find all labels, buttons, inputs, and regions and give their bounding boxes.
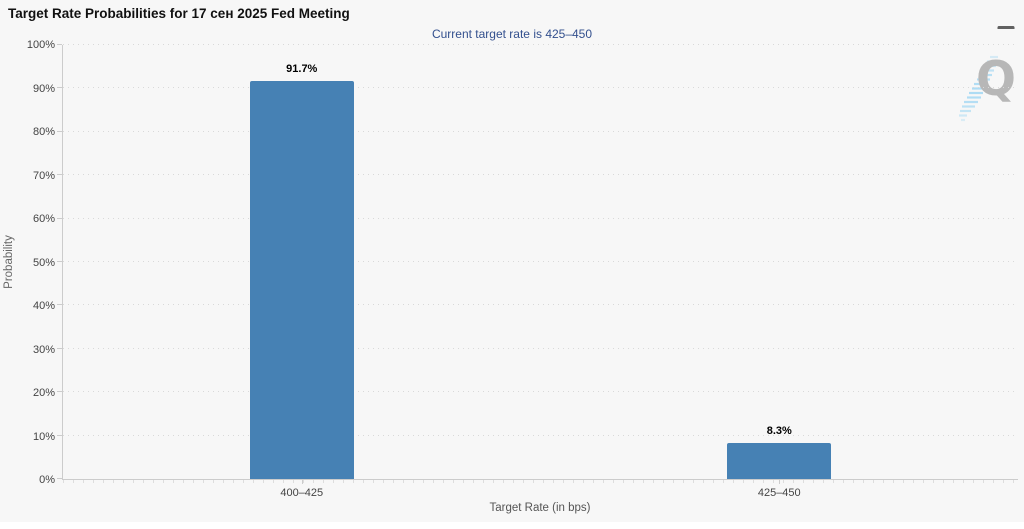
category-slot: 91.7% 400–425: [63, 45, 541, 499]
y-axis-tick: [57, 44, 62, 45]
gridline: [63, 434, 1018, 436]
context-menu-button[interactable]: [993, 5, 1019, 29]
gridline: [63, 130, 1018, 132]
gridline: [63, 304, 1018, 306]
chart-subtitle: Current target rate is 425–450: [431, 27, 593, 41]
y-tick-label: 10%: [32, 430, 55, 443]
probability-bar[interactable]: [727, 442, 832, 479]
gridline: [63, 44, 1018, 45]
x-category-label: 425–450: [757, 487, 801, 499]
bar-value-label: 8.3%: [766, 424, 792, 437]
bar-value-label: 91.7%: [286, 63, 318, 76]
y-tick-label: 30%: [32, 343, 55, 356]
y-tick-label: 80%: [32, 126, 55, 138]
gridline: [63, 87, 1018, 89]
category-slot: 8.3% 425–450: [541, 45, 1019, 499]
y-tick-label: 60%: [32, 213, 55, 225]
x-axis-title: Target Rate (in bps): [489, 502, 591, 514]
gridline: [63, 391, 1018, 393]
y-axis-tick: [57, 434, 62, 436]
y-axis-tick: [57, 391, 62, 393]
y-axis-tick: [57, 347, 62, 349]
gridline: [63, 261, 1018, 262]
x-axis-minor-ticks: [63, 480, 1018, 483]
y-tick-label: 20%: [32, 387, 55, 399]
chart-title: Target Rate Probabilities for 17 сен 202…: [8, 6, 350, 21]
y-axis-tick: [57, 174, 62, 176]
y-tick-label: 90%: [32, 82, 55, 95]
gridline: [63, 174, 1018, 176]
probability-bar[interactable]: [249, 81, 354, 479]
plot-area: 91.7% 400–425 8.3% 425–450: [57, 44, 1019, 499]
y-axis-tick: [57, 130, 62, 132]
y-axis-tick: [57, 87, 62, 89]
gridline: [63, 217, 1018, 219]
y-tick-label: 0%: [39, 474, 55, 486]
y-tick-label: 50%: [32, 256, 55, 269]
x-axis-tick: [779, 479, 781, 484]
y-axis-tick: [57, 478, 62, 479]
gridline: [63, 347, 1018, 349]
y-tick-label: 100%: [26, 39, 55, 51]
y-axis-labels: 0% 10% 20% 30% 40% 50% 60% 70% 80% 90% 100%: [0, 39, 55, 486]
y-axis-tick: [57, 261, 62, 262]
y-tick-label: 40%: [32, 300, 55, 312]
y-axis-tick: [57, 217, 62, 219]
y-axis-tick: [57, 304, 62, 306]
x-axis-tick: [301, 479, 303, 484]
y-tick-label: 70%: [32, 169, 55, 182]
x-category-label: 400–425: [280, 487, 324, 499]
